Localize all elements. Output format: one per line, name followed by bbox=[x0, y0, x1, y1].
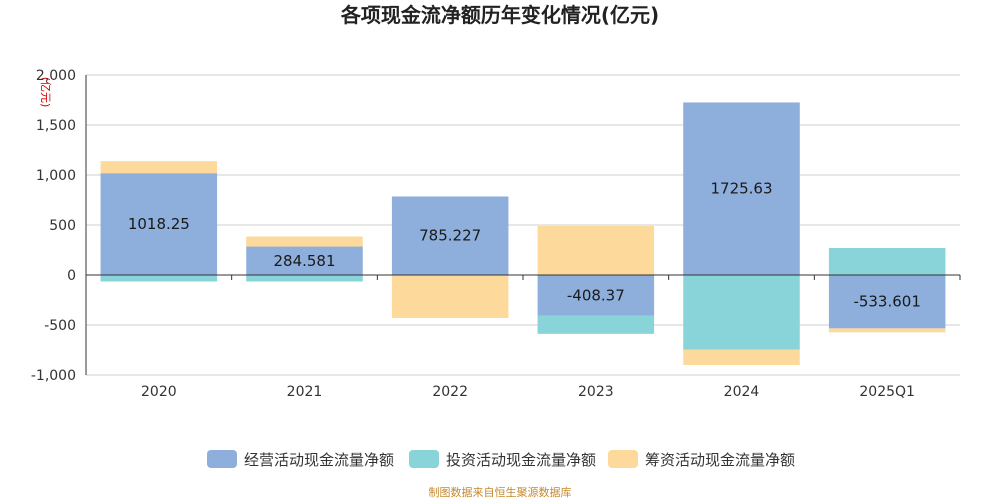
y-tick-label: 1,000 bbox=[36, 168, 76, 184]
source-note: 制图数据来自恒生聚源数据库 bbox=[429, 485, 572, 499]
data-label: 785.227 bbox=[419, 227, 481, 245]
bars-layer bbox=[100, 102, 946, 366]
legend-label: 筹资活动现金流量净额 bbox=[645, 451, 795, 469]
x-tick-label: 2020 bbox=[141, 384, 177, 400]
data-labels-layer: 1018.25 284.581 785.227 -408.37 1725.63 -533.… bbox=[128, 180, 921, 311]
bar-series3-2020[interactable] bbox=[100, 161, 218, 174]
bar-series1-2024[interactable] bbox=[683, 102, 800, 275]
data-label: -408.37 bbox=[567, 286, 625, 304]
y-tick-label: -500 bbox=[44, 318, 76, 334]
bar-series2-2020[interactable] bbox=[100, 275, 218, 282]
legend-label: 经营活动现金流量净额 bbox=[244, 451, 394, 469]
axis-layer: 2,000 1,500 1,000 500 0 -500 -1,000 2020 2021 202… bbox=[31, 68, 961, 400]
bar-series2-2021[interactable] bbox=[246, 275, 363, 282]
legend-swatch bbox=[608, 450, 638, 468]
x-tick-label: 2025Q1 bbox=[859, 384, 915, 400]
y-tick-label: 500 bbox=[49, 218, 76, 234]
bar-series3-2023[interactable] bbox=[537, 226, 655, 275]
chart-title: 各项现金流净额历年变化情况(亿元) bbox=[340, 3, 659, 27]
bar-series1-2023[interactable] bbox=[537, 275, 655, 316]
bar-series2-2024[interactable] bbox=[683, 275, 800, 350]
bar-series1-2022[interactable] bbox=[391, 196, 509, 275]
legend-item-3[interactable]: 筹资活动现金流量净额 bbox=[608, 450, 795, 469]
legend-item-2[interactable]: 投资活动现金流量净额 bbox=[409, 450, 596, 469]
bar-series1-2021[interactable] bbox=[246, 246, 363, 275]
bar-series2-2025Q1[interactable] bbox=[828, 248, 946, 275]
data-label: 284.581 bbox=[273, 252, 335, 270]
legend-label: 投资活动现金流量净额 bbox=[446, 451, 596, 469]
y-axis-unit-label: (亿元) bbox=[39, 77, 52, 108]
x-tick-label: 2024 bbox=[724, 384, 760, 400]
legend-swatch bbox=[207, 450, 237, 468]
y-tick-label: 1,500 bbox=[36, 118, 76, 134]
bar-series1-2020[interactable] bbox=[100, 173, 218, 275]
bar-series2-2023[interactable] bbox=[537, 315, 655, 334]
x-tick-label: 2021 bbox=[287, 384, 323, 400]
bar-series3-2022[interactable] bbox=[391, 275, 509, 318]
data-label: 1725.63 bbox=[710, 180, 772, 198]
x-tick-label: 2023 bbox=[578, 384, 614, 400]
bar-series3-2024[interactable] bbox=[683, 349, 800, 366]
data-label: 1018.25 bbox=[128, 215, 190, 233]
legend-item-1[interactable]: 经营活动现金流量净额 bbox=[207, 450, 394, 469]
y-tick-label: 0 bbox=[67, 268, 76, 284]
y-tick-label: -1,000 bbox=[31, 368, 76, 384]
bar-series3-2021[interactable] bbox=[246, 236, 363, 247]
data-label: -533.601 bbox=[853, 293, 920, 311]
x-tick-label: 2022 bbox=[432, 384, 468, 400]
legend: 经营活动现金流量净额 投资活动现金流量净额 筹资活动现金流量净额 bbox=[207, 450, 795, 469]
bar-series1-2025Q1[interactable] bbox=[828, 275, 946, 329]
legend-swatch bbox=[409, 450, 439, 468]
y-tick-label: 2,000 bbox=[36, 68, 76, 84]
bar-series3-2025Q1[interactable] bbox=[828, 328, 946, 333]
